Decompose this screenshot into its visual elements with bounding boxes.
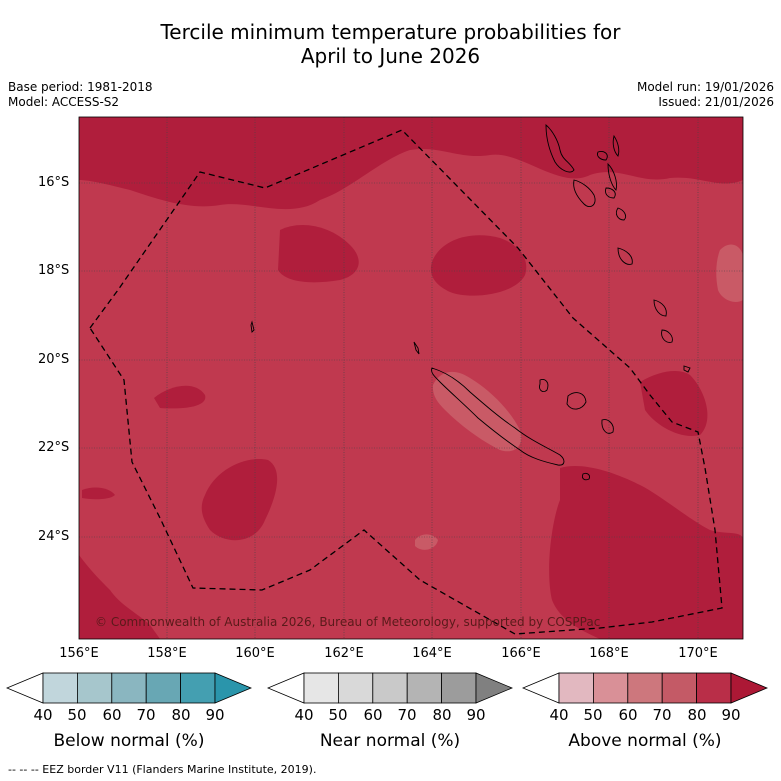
colorbar-min-extend: [522, 672, 560, 704]
colorbar-segment: [372, 672, 408, 704]
vanuatu-efate: [615, 207, 627, 221]
map-gridlines: [79, 117, 743, 639]
colorbar-max-extend: [730, 672, 768, 704]
vanuatu-malekula: [573, 179, 596, 207]
cb-above-tick: 90: [721, 706, 741, 724]
cb-above-tick: 70: [652, 706, 672, 724]
map-frame: [78, 116, 744, 640]
lon-label-158e: 158°E: [147, 646, 187, 661]
meta-left: Base period: 1981-2018 Model: ACCESS-S2: [8, 80, 153, 110]
cb-near-tick: 40: [294, 706, 314, 724]
map-title: Tercile minimum temperature probabilitie…: [0, 20, 781, 68]
lon-label-170e: 170°E: [678, 646, 718, 661]
vanuatu-maewo: [612, 134, 620, 157]
vanuatu-pentecost: [607, 162, 617, 191]
colorbar-near-title: Near normal (%): [319, 731, 461, 751]
colorbar-segment: [338, 672, 374, 704]
chesterfield-reef: [250, 320, 255, 333]
colorbar-near-normal: [267, 672, 513, 704]
model-run: Model run: 19/01/2026: [636, 80, 774, 94]
vanuatu-tanna: [653, 299, 667, 317]
colorbar-segment: [303, 672, 339, 704]
colorbar-segment: [145, 672, 181, 704]
vanuatu-ambrym: [597, 151, 608, 161]
loyalty-ouvea: [539, 379, 549, 393]
cb-below-tick: 70: [136, 706, 156, 724]
coastlines: [250, 124, 691, 481]
vanuatu-epi: [605, 187, 616, 199]
cb-near-tick: 90: [466, 706, 486, 724]
cb-above-tick: 50: [583, 706, 603, 724]
cb-below-tick: 80: [171, 706, 191, 724]
colorbar-segment: [180, 672, 216, 704]
cb-above-tick: 40: [549, 706, 569, 724]
cb-below-tick: 60: [102, 706, 122, 724]
lon-label-164e: 164°E: [412, 646, 452, 661]
colorbar-segment: [42, 672, 78, 704]
lat-label-22s: 22°S: [38, 440, 70, 455]
colorbar-min-extend: [267, 672, 305, 704]
colorbar-above-title: Above normal (%): [568, 731, 722, 751]
colorbar-segment: [558, 672, 594, 704]
matthew-island: [683, 365, 691, 373]
meta-right: Model run: 19/01/2026 Issued: 21/01/2026: [637, 80, 774, 110]
isle-of-pines: [582, 472, 590, 481]
vanuatu-erromango: [617, 247, 633, 265]
cb-near-tick: 50: [328, 706, 348, 724]
colorbar-segment: [406, 672, 442, 704]
lon-label-162e: 162°E: [324, 646, 364, 661]
cb-below-tick: 50: [67, 706, 87, 724]
lon-label-156e: 156°E: [59, 646, 99, 661]
colorbar-segment: [441, 672, 477, 704]
colorbar-max-extend: [214, 672, 252, 704]
cb-near-tick: 70: [397, 706, 417, 724]
lat-label-16s: 16°S: [38, 175, 70, 190]
cb-below-tick: 90: [205, 706, 225, 724]
colorbar-below-title: Below normal (%): [53, 731, 205, 751]
colorbar-segment: [627, 672, 663, 704]
title-line-1: Tercile minimum temperature probabilitie…: [160, 20, 621, 44]
belep-islands: [413, 341, 420, 355]
probability-80-90-regions: [79, 117, 743, 639]
lat-label-24s: 24°S: [38, 529, 70, 544]
eez-footer-note: -- -- -- EEZ border V11 (Flanders Marine…: [8, 763, 317, 776]
cb-near-tick: 60: [363, 706, 383, 724]
colorbar-above-normal: [522, 672, 768, 704]
colorbar-segment: [696, 672, 732, 704]
colorbar-below-normal: [6, 672, 252, 704]
loyalty-lifou: [566, 392, 587, 410]
colorbar-max-extend: [475, 672, 513, 704]
colorbar-segment: [77, 672, 113, 704]
eez-border: [89, 129, 723, 635]
cb-near-tick: 80: [432, 706, 452, 724]
cb-above-tick: 80: [687, 706, 707, 724]
probability-60-70-regions: [415, 244, 743, 550]
new-caledonia-island: [431, 367, 565, 466]
lat-label-20s: 20°S: [38, 352, 70, 367]
copyright-text: © Commonwealth of Australia 2026, Bureau…: [95, 615, 600, 629]
issued-date: Issued: 21/01/2026: [658, 95, 774, 109]
base-period: Base period: 1981-2018: [8, 80, 153, 94]
vanuatu-santo: [545, 124, 575, 173]
lon-label-160e: 160°E: [235, 646, 275, 661]
loyalty-mare: [601, 419, 614, 434]
lon-label-166e: 166°E: [501, 646, 541, 661]
colorbar-min-extend: [6, 672, 44, 704]
cb-above-tick: 60: [618, 706, 638, 724]
model-name: Model: ACCESS-S2: [8, 95, 120, 109]
colorbar-segment: [111, 672, 147, 704]
lat-label-18s: 18°S: [38, 263, 70, 278]
colorbar-segment: [593, 672, 629, 704]
colorbar-segment: [661, 672, 697, 704]
vanuatu-aneityum: [661, 329, 673, 343]
title-line-2: April to June 2026: [300, 44, 481, 68]
cb-below-tick: 40: [33, 706, 53, 724]
lon-label-168e: 168°E: [589, 646, 629, 661]
